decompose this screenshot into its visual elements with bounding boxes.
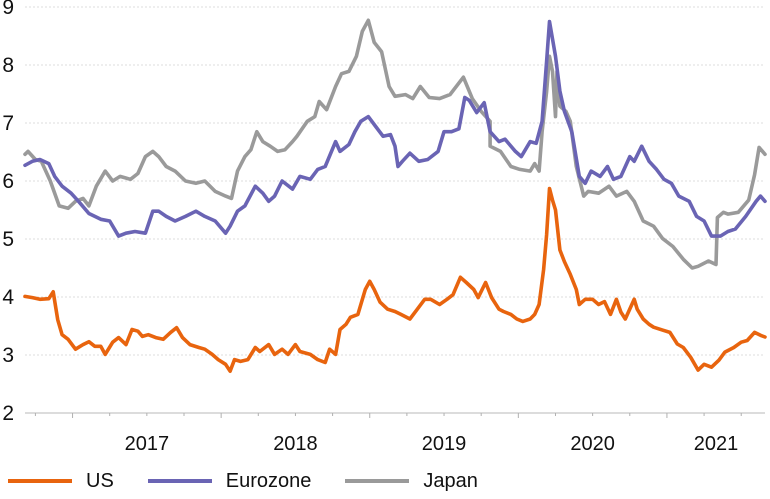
- series-line-us: [23, 186, 767, 373]
- legend: US Eurozone Japan: [0, 466, 504, 496]
- legend-label-eurozone: Eurozone: [225, 469, 312, 492]
- legend-label-us: US: [86, 469, 114, 492]
- legend-swatch-eurozone: [147, 479, 212, 483]
- y-tick-label-4: 4: [2, 286, 14, 309]
- x-axis-tick-labels: 2017 2018 2019 2020 2021: [125, 433, 739, 455]
- y-tick-label-9: 9: [2, 0, 14, 19]
- legend-swatch-us: [8, 479, 72, 483]
- x-tick-label-2019: 2019: [422, 433, 467, 455]
- x-tick-label-2018: 2018: [273, 433, 318, 455]
- x-tick-label-2021: 2021: [694, 433, 739, 455]
- y-tick-label-3: 3: [2, 344, 14, 367]
- y-tick-label-6: 6: [2, 170, 14, 193]
- y-tick-label-5: 5: [2, 228, 14, 251]
- y-axis-tick-labels: 2 3 4 5 6 7 8 9: [2, 0, 14, 425]
- series-lines: [23, 18, 767, 373]
- legend-item-us: US: [0, 470, 114, 493]
- legend-item-eurozone: Eurozone: [140, 469, 312, 493]
- gridlines: [25, 6, 765, 356]
- line-chart: 2 3 4 5 6 7 8 9 2017 2018 2019 2020 2021: [2, 0, 767, 455]
- y-tick-label-2: 2: [2, 402, 14, 425]
- x-tick-label-2017: 2017: [125, 433, 170, 455]
- legend-label-japan: Japan: [423, 469, 478, 492]
- series-line-eurozone: [23, 19, 767, 238]
- y-tick-label-8: 8: [2, 54, 14, 77]
- y-tick-label-7: 7: [2, 112, 14, 135]
- legend-item-japan: Japan: [337, 470, 478, 493]
- series-line-japan: [23, 18, 767, 270]
- legend-swatch-japan: [345, 479, 410, 483]
- x-axis: [25, 412, 765, 418]
- x-tick-label-2020: 2020: [570, 433, 615, 455]
